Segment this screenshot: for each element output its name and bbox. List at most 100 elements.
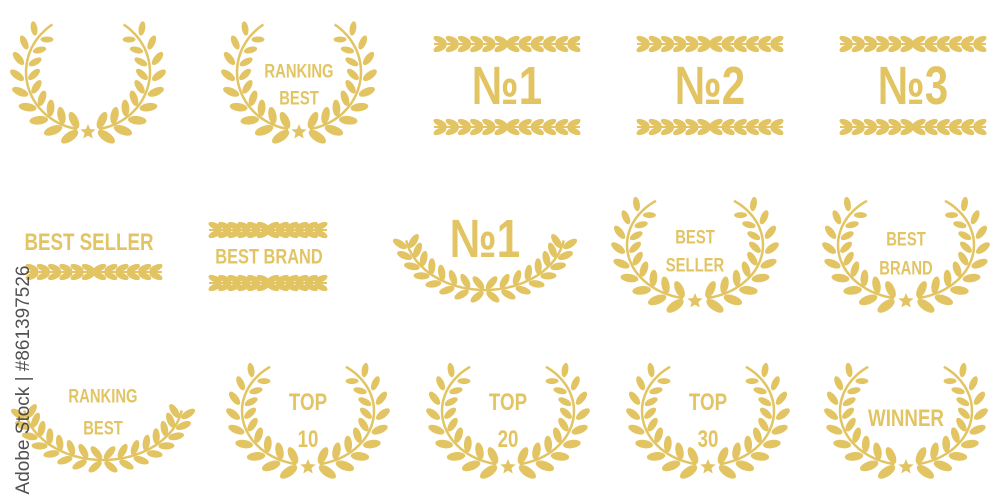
leaf — [532, 442, 541, 460]
leaf — [314, 229, 328, 239]
leaf — [29, 115, 49, 125]
leaf — [362, 69, 377, 82]
leaf — [304, 229, 318, 239]
leaf — [654, 427, 664, 443]
leaf — [475, 442, 484, 460]
leaf — [660, 118, 674, 128]
leaf — [457, 126, 471, 136]
leaf — [295, 221, 309, 231]
leaf — [721, 126, 735, 136]
leaf — [861, 435, 870, 453]
leaf — [924, 126, 938, 136]
leaf — [425, 280, 442, 288]
leaf — [435, 439, 454, 449]
leaf — [361, 362, 369, 378]
leaf — [287, 447, 299, 464]
badge-11-line-1: RANKING — [68, 386, 138, 408]
leaf — [46, 99, 55, 117]
leaf — [149, 271, 163, 281]
leaf — [916, 281, 927, 298]
leaf — [649, 387, 663, 395]
leaf — [30, 21, 38, 36]
leaf — [751, 273, 770, 283]
leaf — [915, 447, 927, 464]
leaf — [721, 118, 735, 128]
leaf — [228, 391, 241, 405]
leaf — [32, 46, 47, 54]
leaf — [934, 294, 954, 306]
leaf — [237, 221, 251, 231]
badge-15-wreath — [824, 362, 988, 479]
leaf — [149, 263, 163, 273]
leaf — [745, 378, 759, 385]
leaf — [826, 391, 839, 405]
leaf — [543, 43, 557, 53]
leaf — [136, 68, 148, 81]
badge-1-wreath — [10, 21, 166, 144]
leaf — [392, 238, 407, 250]
leaf — [550, 262, 566, 271]
leaf — [759, 407, 772, 419]
leaf — [961, 118, 975, 128]
badge-2-line-1: RANKING — [264, 61, 334, 83]
leaf — [93, 263, 107, 273]
leaf — [37, 420, 46, 437]
branch-stem — [719, 365, 776, 466]
leaf — [482, 118, 496, 128]
leaf — [542, 250, 551, 267]
leaf — [639, 261, 649, 277]
leaf — [775, 408, 790, 420]
leaf — [447, 362, 455, 378]
leaf — [243, 46, 258, 54]
leaf — [419, 250, 428, 267]
star-icon — [300, 459, 316, 474]
star-icon — [898, 293, 914, 308]
leaf — [746, 43, 760, 53]
leaf — [57, 106, 66, 125]
badge-2-line-2: BEST — [279, 88, 319, 110]
leaf — [912, 35, 926, 45]
leaf — [254, 124, 274, 136]
leaf — [485, 276, 498, 290]
leaf — [223, 51, 236, 66]
leaf — [175, 421, 191, 431]
leaf — [859, 460, 879, 472]
leaf — [770, 35, 784, 45]
branch-stem — [706, 199, 765, 300]
leaf — [559, 407, 572, 419]
leaf — [324, 124, 344, 136]
leaf — [685, 126, 699, 136]
leaf — [439, 285, 455, 295]
leaf — [912, 118, 926, 128]
leaf — [747, 251, 758, 266]
leaf — [362, 439, 381, 449]
leaf — [127, 115, 147, 125]
leaf — [247, 229, 261, 239]
leaf — [103, 446, 116, 460]
leaf — [634, 221, 648, 229]
leaf — [970, 210, 980, 225]
badge-6-label: BEST SELLER — [24, 229, 154, 256]
badge-11-line-2: BEST — [83, 418, 123, 440]
leaf — [470, 35, 484, 45]
leaf — [953, 221, 967, 229]
leaf — [975, 225, 988, 239]
leaf — [25, 271, 39, 281]
branch-stem — [838, 365, 895, 466]
leaf — [275, 442, 284, 460]
leaf — [36, 271, 50, 281]
leaf — [345, 378, 359, 385]
branch-stem — [309, 23, 363, 131]
leaf — [834, 376, 844, 391]
leaf — [228, 424, 245, 435]
badge-8-label: №1 — [449, 209, 521, 269]
leaf — [860, 269, 869, 287]
leaf — [567, 35, 581, 45]
leaf — [261, 460, 281, 472]
leaf — [218, 282, 232, 292]
leaf — [230, 35, 240, 50]
leaf — [746, 118, 760, 128]
leaf — [709, 126, 723, 136]
leaf — [571, 424, 588, 435]
